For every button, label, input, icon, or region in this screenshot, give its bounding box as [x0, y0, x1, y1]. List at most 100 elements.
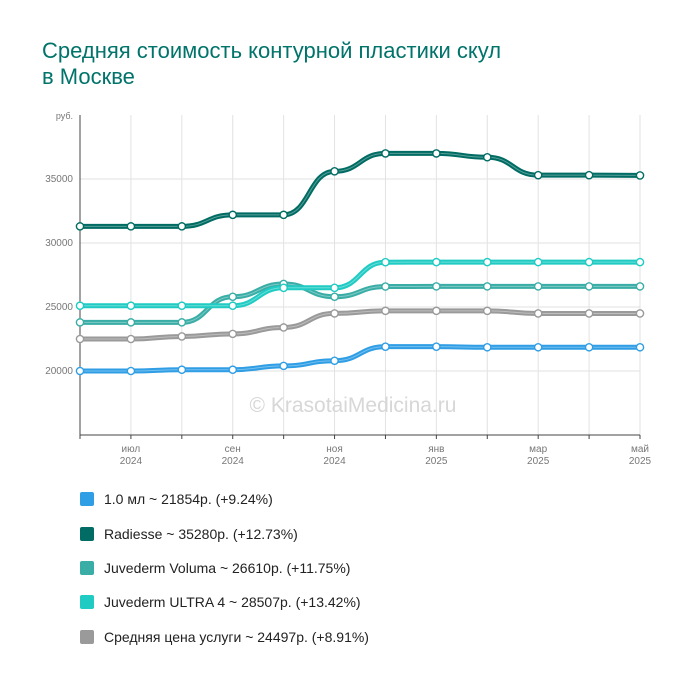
data-point: [75, 222, 85, 231]
data-point: [381, 149, 390, 158]
x-tick-label-year: 2025: [629, 456, 652, 467]
data-point: [279, 283, 288, 293]
data-point: [635, 282, 645, 291]
data-point: [432, 257, 441, 267]
data-point: [533, 309, 543, 318]
data-point: [126, 334, 136, 344]
y-tick-label: 25000: [45, 302, 73, 313]
legend-swatch: [80, 492, 94, 507]
data-point: [381, 282, 390, 291]
legend-swatch: [80, 560, 94, 575]
data-point: [330, 309, 339, 318]
legend-item[interactable]: Radiesse ~ 35280р. (+12.73%): [80, 516, 369, 550]
data-point: [330, 167, 339, 176]
data-point: [533, 342, 543, 352]
x-tick-label-month: янв: [428, 444, 444, 455]
series-line-radiesse: [77, 150, 643, 229]
series-line-средняя-цена-услуги: [77, 308, 643, 342]
data-point: [482, 306, 492, 316]
series-line-1-0-мл: [77, 344, 643, 374]
x-tick-label-year: 2024: [323, 456, 346, 467]
x-tick-label-month: июл: [122, 444, 141, 455]
data-point: [635, 342, 645, 352]
legend-item[interactable]: Juvederm Voluma ~ 26610р. (+11.75%): [80, 551, 369, 585]
data-point: [533, 282, 543, 291]
data-point: [126, 318, 136, 327]
data-point: [635, 257, 645, 267]
data-point: [482, 257, 492, 267]
data-point: [381, 342, 390, 351]
legend-label: Juvederm ULTRA 4 ~ 28507р. (+13.42%): [104, 594, 361, 611]
x-tick-label-year: 2025: [425, 456, 448, 467]
watermark: © KrasotaiMedicina.ru: [250, 394, 457, 417]
data-point: [75, 318, 85, 327]
data-point: [584, 257, 594, 267]
data-point: [330, 283, 339, 293]
chart-title-line-2: в Москве: [42, 64, 135, 89]
data-point: [177, 318, 187, 327]
x-tick-label-year: 2025: [527, 456, 550, 467]
chart-title: Средняя стоимость контурной пластики ску…: [42, 38, 662, 90]
chart-series-lines: [77, 150, 643, 374]
data-point: [381, 306, 390, 316]
data-point: [584, 342, 594, 352]
y-tick-label: 20000: [45, 366, 73, 377]
data-point: [432, 306, 441, 316]
data-point: [482, 282, 492, 291]
data-point: [126, 222, 136, 231]
data-point: [330, 292, 339, 302]
x-tick-label-month: ноя: [326, 444, 343, 455]
data-point: [482, 342, 492, 352]
data-point: [432, 282, 441, 291]
data-point: [75, 301, 85, 311]
legend-swatch: [80, 629, 94, 644]
chart-legend: 1.0 мл ~ 21854р. (+9.24%) Radiesse ~ 3528…: [80, 482, 369, 654]
data-point: [279, 323, 288, 332]
data-point: [279, 361, 288, 371]
line-chart: © KrasotaiMedicina.ru 20000 25000 30000 350…: [45, 111, 651, 467]
x-tick-label-year: 2024: [120, 456, 143, 467]
data-point: [533, 170, 543, 180]
chart-axes: 20000250003000035000руб.июл2024сен2024но…: [45, 111, 651, 467]
data-point: [177, 301, 187, 311]
data-point: [228, 301, 238, 311]
legend-swatch: [80, 595, 94, 610]
y-unit-label: руб.: [56, 111, 73, 121]
data-point: [75, 334, 85, 344]
y-tick-label: 30000: [45, 238, 73, 249]
data-point: [228, 292, 238, 302]
data-point: [279, 210, 288, 220]
data-point: [584, 309, 594, 318]
legend-label: Средняя цена услуги ~ 24497р. (+8.91%): [104, 628, 369, 645]
data-point: [584, 282, 594, 291]
data-point: [75, 366, 85, 376]
chart-data-points: [75, 149, 645, 376]
legend-label: Radiesse ~ 35280р. (+12.73%): [104, 525, 298, 542]
x-tick-label-month: сен: [225, 444, 241, 455]
legend-item[interactable]: 1.0 мл ~ 21854р. (+9.24%): [80, 482, 369, 516]
y-tick-label: 35000: [45, 174, 73, 185]
data-point: [228, 365, 238, 375]
data-point: [177, 222, 187, 231]
x-tick-label-month: май: [631, 444, 649, 455]
data-point: [635, 309, 645, 318]
data-point: [177, 332, 187, 341]
series-line-highlight: [79, 346, 640, 372]
data-point: [482, 152, 492, 162]
series-line-juvederm-voluma: [77, 281, 643, 325]
data-point: [635, 171, 645, 180]
data-point: [533, 257, 543, 267]
legend-item[interactable]: Средняя цена услуги ~ 24497р. (+8.91%): [80, 620, 369, 654]
data-point: [432, 342, 441, 351]
data-point: [177, 365, 187, 375]
chart-title-line-1: Средняя стоимость контурной пластики ску…: [42, 38, 502, 63]
data-point: [228, 329, 238, 339]
data-point: [126, 301, 136, 311]
data-point: [126, 366, 136, 376]
data-point: [330, 356, 339, 366]
x-tick-label-month: мар: [529, 444, 547, 455]
legend-label: 1.0 мл ~ 21854р. (+9.24%): [104, 491, 273, 508]
legend-item[interactable]: Juvederm ULTRA 4 ~ 28507р. (+13.42%): [80, 585, 369, 619]
legend-swatch: [80, 526, 94, 541]
x-tick-label-year: 2024: [222, 456, 245, 467]
